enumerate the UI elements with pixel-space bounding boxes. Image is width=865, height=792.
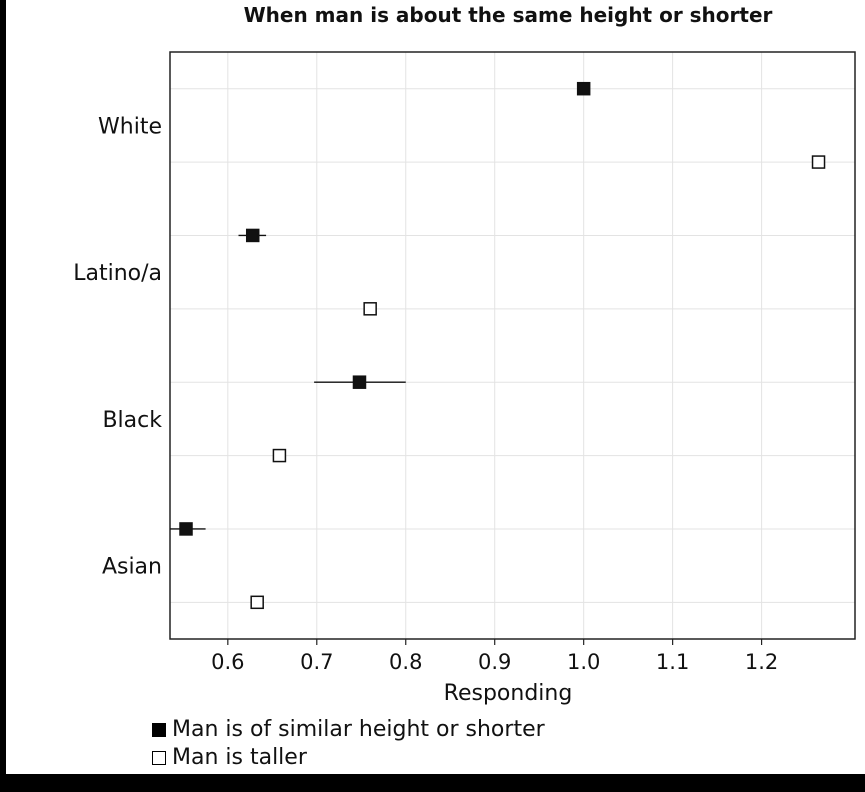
legend-label-open: Man is taller	[172, 745, 307, 770]
point-taller	[363, 302, 377, 316]
grid-lines	[170, 52, 855, 639]
x-tick-label: 1.2	[745, 650, 778, 674]
point-taller	[250, 595, 264, 610]
data-points	[170, 81, 826, 610]
category-label: Latino/a	[73, 261, 162, 286]
category-label: White	[98, 114, 162, 139]
open-square-icon	[152, 751, 166, 765]
x-axis-ticks: 0.6 0.7 0.8 0.9 1.0 1.1 1.2	[211, 639, 778, 674]
chart-title: When man is about the same height or sho…	[244, 3, 773, 27]
category-label: Asian	[102, 555, 162, 580]
legend-label-filled: Man is of similar height or shorter	[172, 717, 545, 742]
plot-frame	[169, 51, 856, 640]
point-similar-height	[352, 375, 367, 389]
x-tick-label: 1.0	[567, 650, 600, 674]
left-border	[0, 0, 6, 792]
point-taller	[811, 155, 826, 169]
point-similar-height	[179, 522, 193, 536]
legend-item-filled: Man is of similar height or shorter	[152, 716, 545, 744]
category-label: Black	[102, 408, 162, 433]
bottom-border	[0, 774, 865, 792]
point-similar-height	[576, 81, 591, 96]
point-similar-height	[245, 228, 260, 243]
category-labels: White Latino/a Black Asian	[73, 114, 162, 579]
x-axis-title: Responding	[444, 681, 573, 706]
x-tick-label: 0.7	[300, 650, 333, 674]
x-tick-label: 0.8	[389, 650, 422, 674]
plot-border	[169, 51, 856, 640]
point-taller	[272, 448, 287, 463]
legend-item-open: Man is taller	[152, 744, 545, 772]
x-tick-label: 1.1	[656, 650, 689, 674]
legend: Man is of similar height or shorter Man …	[152, 716, 545, 772]
x-tick-label: 0.9	[478, 650, 511, 674]
filled-square-icon	[152, 723, 166, 737]
x-tick-label: 0.6	[211, 650, 244, 674]
